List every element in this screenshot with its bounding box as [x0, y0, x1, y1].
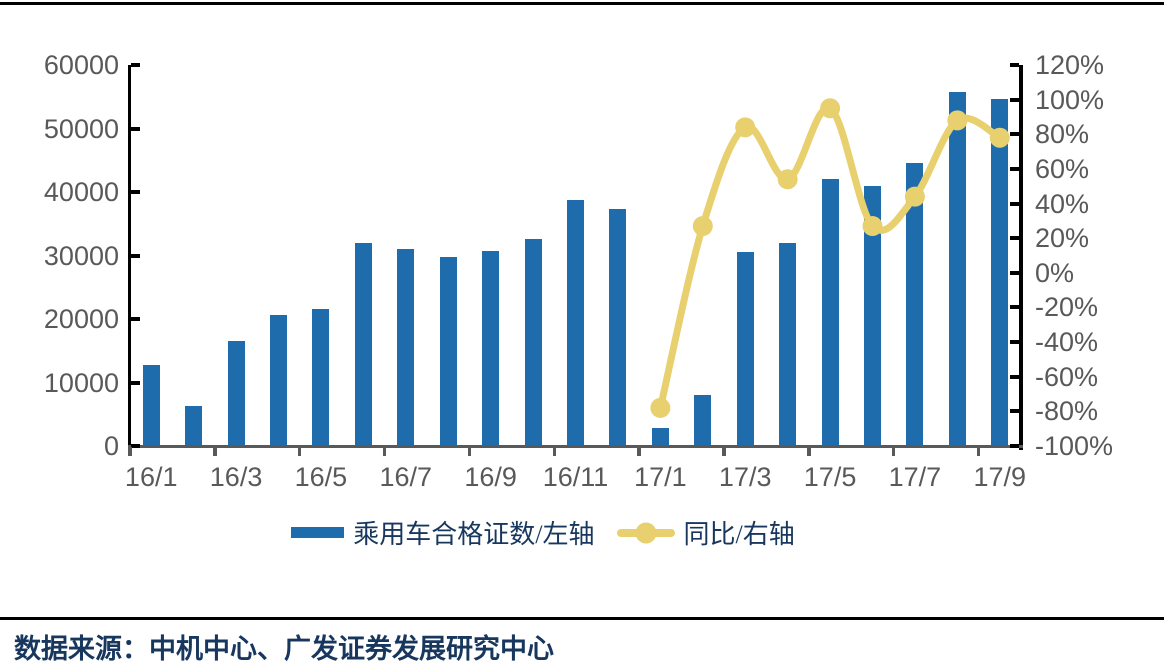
bar-16/11 [567, 199, 584, 446]
bar-16/6 [354, 242, 372, 446]
bar-17/8 [948, 91, 966, 446]
legend-label-bar-series: 乘用车合格证数/左轴 [353, 520, 595, 549]
y-axis-left-label: 0 [103, 431, 119, 461]
y-axis-right-tick [1010, 270, 1019, 275]
y-axis-left-tick [131, 253, 140, 258]
x-axis-tick [213, 447, 217, 456]
x-axis-tick [637, 447, 641, 456]
y-axis-left-tick [131, 63, 140, 67]
bar-16/8 [439, 257, 457, 446]
bar-16/2 [185, 405, 203, 446]
y-axis-left-label: 20000 [43, 304, 119, 334]
y-axis-left-label: 50000 [43, 113, 119, 144]
bar-16/4 [270, 315, 287, 446]
y-axis-right-tick [1010, 374, 1019, 379]
y-axis-right-label: -60% [1035, 361, 1099, 392]
y-axis-right-label: -100% [1035, 431, 1114, 461]
x-axis-label: 17/7 [888, 462, 942, 492]
bar-16/3 [227, 340, 245, 446]
x-axis-tick [976, 447, 981, 456]
y-axis-right-label: 80% [1035, 119, 1090, 150]
bar-16/9 [482, 251, 500, 446]
y-axis-right-label: -80% [1035, 396, 1099, 427]
y-axis-right-label: -40% [1035, 327, 1099, 358]
left-axis-line [127, 65, 131, 450]
y-axis-right-tick [1010, 340, 1019, 345]
bar-16/10 [524, 238, 542, 446]
y-axis-right-label: 40% [1035, 188, 1090, 219]
y-axis-right-label: 120% [1035, 50, 1105, 80]
right-axis-line [1019, 65, 1023, 450]
x-axis-label: 17/1 [634, 462, 687, 492]
bar-17/1 [651, 428, 669, 446]
y-axis-right-tick [1010, 97, 1019, 102]
line-series-swatch-icon [616, 522, 675, 543]
x-axis-tick [891, 447, 896, 456]
bar-17/9 [991, 99, 1009, 446]
x-axis-label: 16/11 [542, 462, 609, 492]
y-axis-left-tick [131, 190, 140, 194]
y-axis-right-label: 60% [1035, 153, 1090, 184]
x-axis-tick [467, 447, 472, 456]
top-rule [0, 2, 1164, 5]
y-axis-right-tick [1010, 132, 1019, 137]
bar-17/5 [821, 179, 839, 446]
line-series-dot-icon [635, 522, 656, 543]
y-axis-right-tick [1010, 236, 1019, 241]
y-axis-left-tick [131, 317, 140, 321]
y-axis-right-label: 0% [1035, 257, 1075, 288]
y-axis-right-label: 100% [1035, 84, 1105, 115]
y-axis-right-label: -20% [1035, 292, 1099, 323]
x-axis-label: 17/3 [718, 462, 772, 492]
y-axis-right-tick [1010, 409, 1019, 414]
source-text: 数据来源：中机中心、广发证券发展研究中心 [14, 634, 554, 664]
separator-rule [0, 617, 1164, 620]
bar-16/5 [312, 309, 330, 446]
bar-series-swatch-icon [291, 527, 345, 538]
y-axis-left-tick [131, 380, 140, 385]
y-axis-left-label: 40000 [43, 177, 119, 207]
legend-item-line-series: 同比/右轴 [616, 514, 795, 551]
y-axis-right-tick [1010, 444, 1019, 448]
x-axis-tick [128, 447, 132, 456]
y-axis-right-tick [1010, 166, 1019, 171]
bar-16/1 [142, 365, 160, 446]
bar-16/7 [397, 249, 415, 446]
x-axis-label: 16/9 [464, 462, 517, 492]
y-axis-left-tick [131, 444, 140, 448]
bar-17/4 [779, 243, 797, 446]
y-axis-left-label: 60000 [43, 50, 119, 80]
bar-17/6 [864, 185, 881, 446]
x-axis-tick [552, 447, 557, 456]
x-axis-tick [722, 447, 726, 456]
legend-label-line-series: 同比/右轴 [683, 520, 795, 549]
x-axis-label: 16/5 [294, 462, 348, 492]
bar-17/2 [694, 394, 712, 446]
y-axis-left-label: 10000 [43, 367, 119, 398]
y-axis-left-tick [131, 126, 140, 131]
y-axis-right-tick [1010, 305, 1019, 310]
x-axis-tick [807, 447, 811, 456]
x-axis-label: 17/5 [803, 462, 857, 492]
x-axis-label: 17/9 [973, 462, 1027, 492]
bar-17/7 [906, 162, 924, 446]
x-axis-tick [297, 447, 302, 456]
legend: 乘用车合格证数/左轴 同比/右轴 [0, 514, 1164, 551]
bar-17/3 [736, 252, 754, 446]
y-axis-right-label: 20% [1035, 223, 1090, 254]
x-axis-tick [382, 447, 387, 456]
x-axis-label: 16/1 [124, 462, 178, 492]
bar-16/12 [609, 208, 627, 446]
y-axis-right-tick [1010, 201, 1019, 206]
x-axis-label: 16/7 [379, 462, 433, 492]
y-axis-right-tick [1010, 63, 1019, 67]
y-axis-left-label: 30000 [43, 240, 119, 271]
x-axis-line [128, 444, 1023, 448]
x-axis-label: 16/3 [209, 462, 263, 492]
legend-item-bar-series: 乘用车合格证数/左轴 [291, 514, 595, 551]
